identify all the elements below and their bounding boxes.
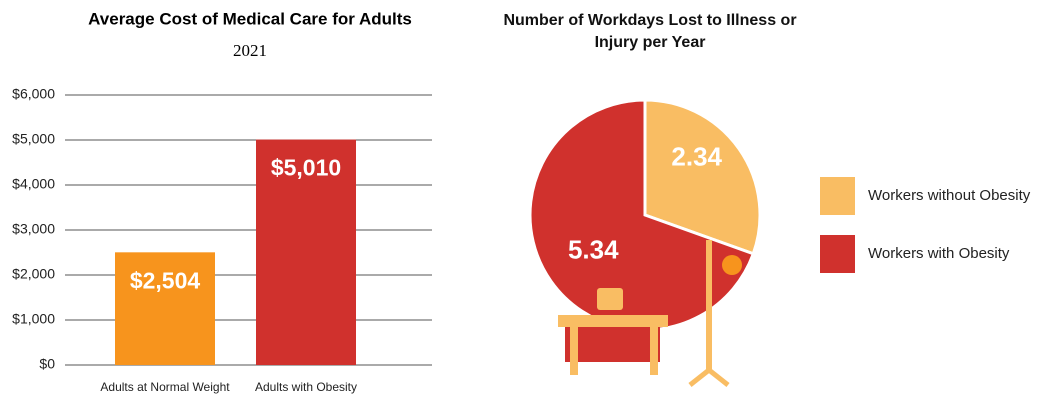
desk-illustration bbox=[558, 240, 742, 387]
value-label: $2,504 bbox=[130, 267, 201, 293]
legend-label: Workers with Obesity bbox=[868, 245, 1010, 262]
legend-swatch bbox=[820, 177, 855, 215]
chart-subtitle: 2021 bbox=[233, 41, 267, 60]
legend-swatch bbox=[820, 235, 855, 273]
y-tick-label: $6,000 bbox=[12, 86, 55, 102]
y-tick-label: $2,000 bbox=[12, 266, 55, 282]
y-tick-label: $1,000 bbox=[12, 311, 55, 327]
value-label: $5,010 bbox=[271, 155, 341, 181]
y-tick-label: $5,000 bbox=[12, 131, 55, 147]
pie-title: Number of Workdays Lost to Illness or In… bbox=[503, 12, 797, 51]
x-tick-label: Adults at Normal Weight bbox=[100, 380, 230, 394]
legend-label: Workers without Obesity bbox=[868, 187, 1031, 204]
slice-label: 2.34 bbox=[671, 141, 722, 171]
x-tick-label: Adults with Obesity bbox=[255, 380, 357, 394]
slice-label: 5.34 bbox=[568, 234, 619, 264]
bar bbox=[256, 139, 356, 365]
chart-title: Average Cost of Medical Care for Adults bbox=[88, 9, 412, 28]
y-tick-label: $3,000 bbox=[12, 221, 55, 237]
bar bbox=[115, 252, 215, 365]
y-tick-label: $4,000 bbox=[12, 176, 55, 192]
pie-slice bbox=[643, 98, 762, 256]
y-tick-label: $0 bbox=[39, 356, 55, 372]
